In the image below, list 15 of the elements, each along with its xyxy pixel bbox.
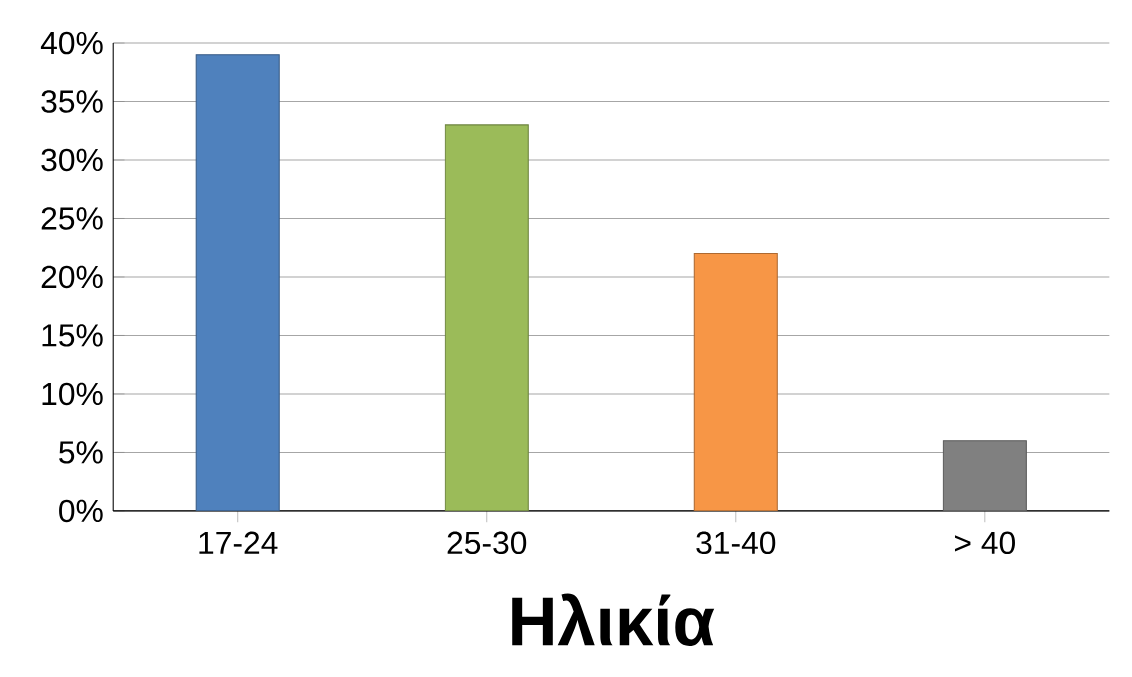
y-tick-label: 25% [41,207,103,230]
y-tick-label: 35% [41,90,103,113]
y-tick-label: 15% [42,324,103,347]
bar [444,124,529,511]
y-tick-label: 10% [42,382,103,406]
y-tick-label: 5% [59,441,103,464]
y-tick-label: 0% [59,499,103,523]
y-tick-label: 20% [41,265,103,289]
x-tick-label: 25-30 [447,531,527,555]
x-tick-label: 31-40 [696,531,776,555]
x-axis-title: Ηλικία [512,593,715,646]
y-tick-label: 40% [40,31,103,55]
x-tick-label: > 40 [954,531,1015,555]
y-tick-label: 30% [41,148,103,172]
x-tick-label: 17-24 [199,531,278,554]
